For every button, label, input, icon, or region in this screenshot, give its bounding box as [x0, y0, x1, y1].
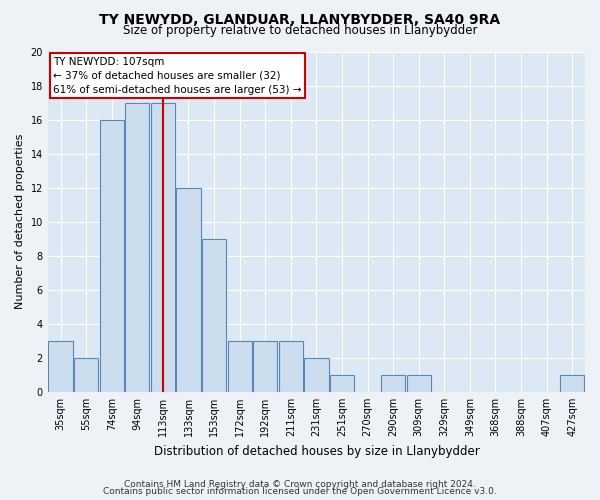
- X-axis label: Distribution of detached houses by size in Llanybydder: Distribution of detached houses by size …: [154, 444, 479, 458]
- Bar: [202, 238, 226, 392]
- Bar: [100, 120, 124, 392]
- Bar: [278, 341, 303, 392]
- Bar: [49, 341, 73, 392]
- Bar: [407, 375, 431, 392]
- Text: Contains HM Land Registry data © Crown copyright and database right 2024.: Contains HM Land Registry data © Crown c…: [124, 480, 476, 489]
- Text: TY NEWYDD: 107sqm
← 37% of detached houses are smaller (32)
61% of semi-detached: TY NEWYDD: 107sqm ← 37% of detached hous…: [53, 56, 302, 94]
- Bar: [560, 375, 584, 392]
- Bar: [227, 341, 252, 392]
- Bar: [253, 341, 277, 392]
- Bar: [330, 375, 354, 392]
- Bar: [304, 358, 329, 392]
- Bar: [74, 358, 98, 392]
- Y-axis label: Number of detached properties: Number of detached properties: [15, 134, 25, 310]
- Bar: [176, 188, 200, 392]
- Bar: [381, 375, 405, 392]
- Bar: [151, 102, 175, 392]
- Bar: [125, 102, 149, 392]
- Text: Contains public sector information licensed under the Open Government Licence v3: Contains public sector information licen…: [103, 487, 497, 496]
- Text: TY NEWYDD, GLANDUAR, LLANYBYDDER, SA40 9RA: TY NEWYDD, GLANDUAR, LLANYBYDDER, SA40 9…: [100, 12, 500, 26]
- Text: Size of property relative to detached houses in Llanybydder: Size of property relative to detached ho…: [123, 24, 477, 37]
